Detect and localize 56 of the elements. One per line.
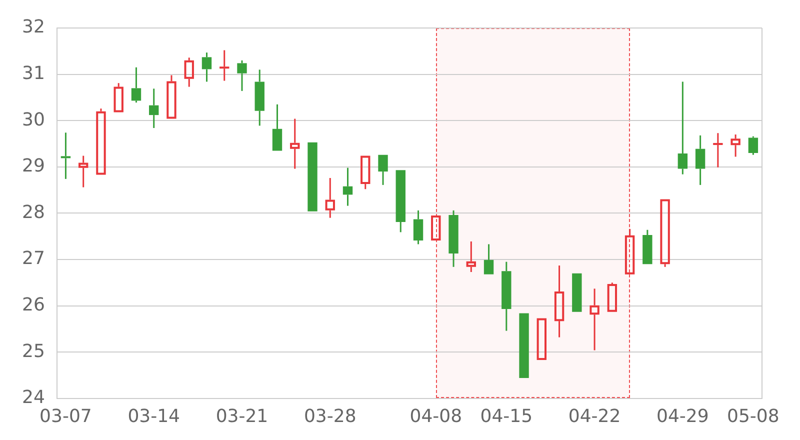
y-tick-label: 27 — [22, 248, 45, 270]
candlestick — [360, 156, 370, 190]
candlestick — [149, 88, 159, 129]
y-tick-label: 32 — [22, 16, 45, 38]
candlestick — [590, 288, 600, 351]
candlestick — [325, 177, 335, 219]
candlestick — [220, 49, 230, 82]
candlestick — [448, 210, 458, 268]
y-tick-label: 26 — [22, 294, 45, 316]
y-tick-label: 29 — [22, 156, 45, 177]
candlestick — [202, 52, 212, 82]
candlestick — [660, 199, 670, 268]
candlestick — [466, 240, 476, 273]
candlestick — [484, 243, 494, 274]
candlestick — [624, 228, 635, 274]
y-tick-label: 30 — [22, 109, 45, 130]
candlestick — [536, 318, 547, 360]
candlestick — [184, 56, 194, 88]
x-tick-label: 03-21 — [216, 406, 268, 427]
candlestick — [78, 155, 88, 188]
candlestick — [519, 313, 529, 378]
candlestick — [166, 74, 176, 119]
y-tick-label: 24 — [22, 387, 45, 408]
candlestick — [60, 132, 71, 180]
x-tick-label: 03-14 — [128, 406, 180, 427]
x-tick-label: 03-07 — [40, 406, 92, 427]
candlestick — [290, 118, 300, 170]
candlestick — [695, 134, 706, 186]
candlestick — [678, 80, 688, 176]
x-tick-label: 04-08 — [410, 406, 462, 427]
candlestick — [378, 154, 388, 186]
candlestick — [431, 216, 441, 241]
x-tick-label: 04-22 — [568, 406, 621, 427]
candlestick — [642, 229, 652, 264]
candlestick — [272, 104, 282, 151]
candlestick — [554, 264, 564, 338]
candlestick — [413, 210, 424, 245]
candlestick — [730, 134, 740, 158]
candlestick — [396, 170, 406, 233]
candlestick — [607, 282, 618, 312]
candlestick — [572, 273, 582, 312]
candlestick — [114, 82, 124, 112]
candlestick — [254, 68, 264, 126]
y-tick-label: 25 — [22, 340, 45, 362]
y-tick-label: 28 — [22, 202, 45, 223]
candlestick — [342, 167, 353, 207]
candlestick — [713, 132, 723, 168]
x-tick-label: 04-15 — [480, 406, 533, 427]
y-tick-label: 31 — [22, 62, 45, 84]
x-tick-label: 04-29 — [656, 406, 709, 427]
candlestick — [131, 66, 142, 104]
candlestick — [308, 142, 318, 212]
candlestick — [96, 108, 106, 175]
x-tick-label: 05-08 — [727, 406, 780, 427]
candlestick — [502, 261, 512, 332]
x-tick-label: 03-28 — [304, 406, 356, 427]
